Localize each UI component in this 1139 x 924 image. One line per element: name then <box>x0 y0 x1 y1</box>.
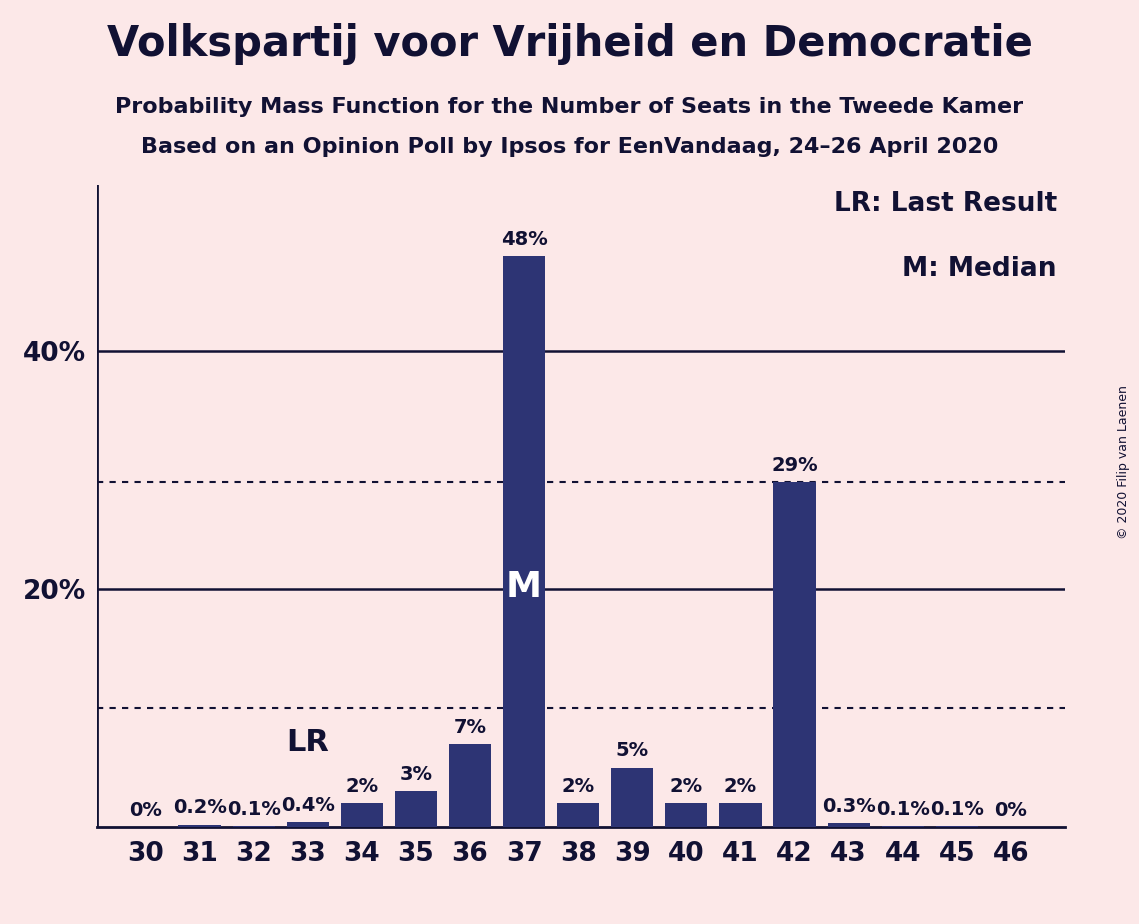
Bar <box>882 826 924 827</box>
Bar <box>179 824 221 827</box>
Text: 0.1%: 0.1% <box>929 799 984 819</box>
Bar <box>341 803 383 827</box>
Text: 3%: 3% <box>400 765 433 784</box>
Text: Based on an Opinion Poll by Ipsos for EenVandaag, 24–26 April 2020: Based on an Opinion Poll by Ipsos for Ee… <box>141 137 998 157</box>
Text: 29%: 29% <box>771 456 818 475</box>
Text: M: M <box>506 570 542 604</box>
Bar <box>503 256 546 827</box>
Text: 48%: 48% <box>501 230 548 249</box>
Bar <box>612 768 654 827</box>
Text: © 2020 Filip van Laenen: © 2020 Filip van Laenen <box>1117 385 1130 539</box>
Text: Volkspartij voor Vrijheid en Democratie: Volkspartij voor Vrijheid en Democratie <box>107 23 1032 65</box>
Text: 0%: 0% <box>129 801 162 820</box>
Text: 0%: 0% <box>994 801 1027 820</box>
Text: 0.4%: 0.4% <box>281 796 335 815</box>
Text: 2%: 2% <box>562 777 595 796</box>
Bar <box>449 744 491 827</box>
Text: M: Median: M: Median <box>902 256 1057 282</box>
Text: 2%: 2% <box>724 777 757 796</box>
Text: 2%: 2% <box>345 777 378 796</box>
Text: 2%: 2% <box>670 777 703 796</box>
Text: 5%: 5% <box>616 741 649 760</box>
Bar <box>287 822 329 827</box>
Text: Probability Mass Function for the Number of Seats in the Tweede Kamer: Probability Mass Function for the Number… <box>115 97 1024 117</box>
Text: 0.1%: 0.1% <box>227 799 280 819</box>
Bar <box>557 803 599 827</box>
Text: LR: LR <box>286 728 329 757</box>
Bar <box>665 803 707 827</box>
Text: 7%: 7% <box>453 718 486 736</box>
Bar <box>232 826 274 827</box>
Bar <box>395 791 437 827</box>
Bar <box>828 823 870 827</box>
Bar <box>936 826 978 827</box>
Bar <box>720 803 762 827</box>
Text: 0.1%: 0.1% <box>876 799 929 819</box>
Text: 0.2%: 0.2% <box>173 798 227 818</box>
Text: LR: Last Result: LR: Last Result <box>834 190 1057 217</box>
Bar <box>773 482 816 827</box>
Text: 0.3%: 0.3% <box>821 797 876 816</box>
